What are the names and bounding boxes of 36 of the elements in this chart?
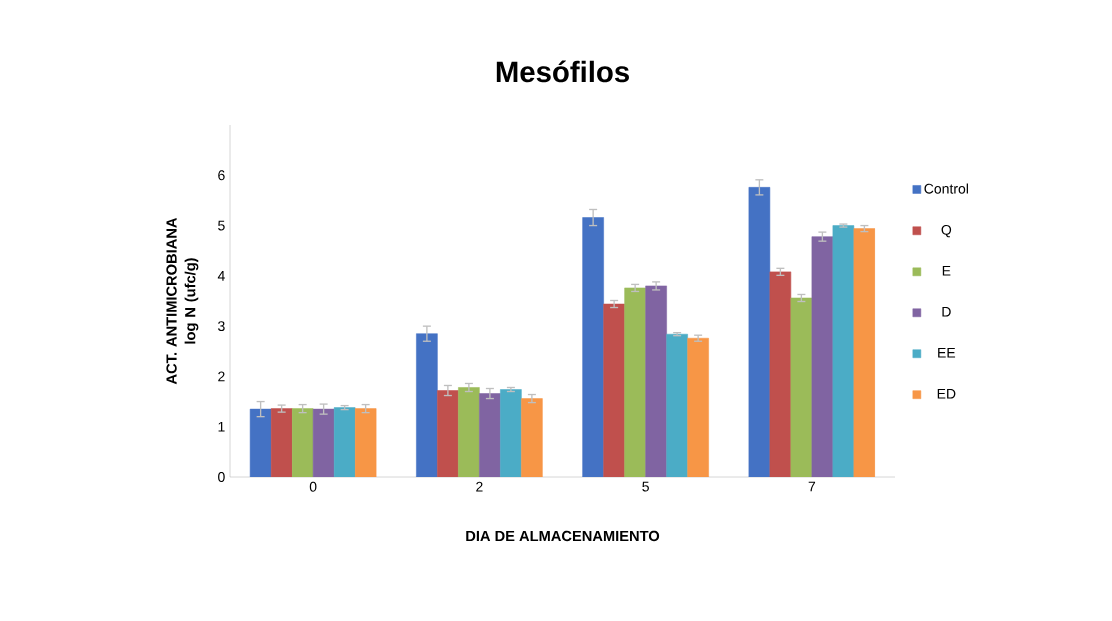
bar [666,333,688,477]
bar [645,285,667,477]
y-tick-label: 4 [217,271,225,281]
legend-label: ED [937,388,956,399]
chart-title: Mesófilos [496,60,629,83]
bar [249,408,272,477]
bar [500,389,522,477]
x-tick-label: 7 [808,481,816,492]
y-tick-label: 6 [218,170,225,181]
y-tick-label: 5 [218,220,225,231]
x-tick-label: 2 [476,481,483,492]
y-tick-label: 2 [218,371,225,382]
bar [687,337,709,477]
bar [354,408,377,477]
bar [312,408,335,477]
y-axis-title: ACT. ANTIMICROBIANA log N (ufc/g) [166,217,199,385]
y-tick-label: 0 [218,472,225,482]
bar [333,407,356,477]
bar [832,225,855,477]
legend-label: Control [924,183,968,194]
x-axis-title: DIA DE ALMACENAMIENTO [466,530,660,542]
bar [748,187,771,477]
legend-label: D [942,306,951,317]
legend-label: Q [941,224,952,238]
bar [853,228,876,477]
bar [521,398,543,477]
legend-label: E [942,266,951,276]
y-tick-label: 1 [218,421,225,432]
x-tick-label: 5 [642,481,649,492]
bar [582,217,604,477]
x-tick-label: 0 [309,481,317,492]
bar [811,236,834,477]
legend-label: EE [938,347,956,358]
y-tick-label: 3 [218,321,225,332]
bar [479,393,501,477]
bar [416,333,438,477]
